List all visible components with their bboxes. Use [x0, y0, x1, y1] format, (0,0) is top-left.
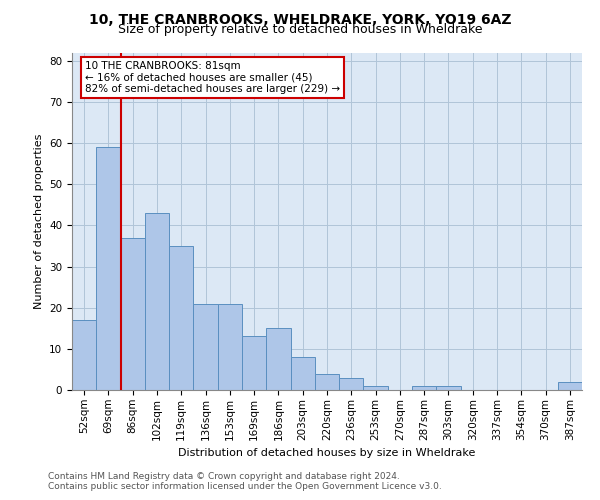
Y-axis label: Number of detached properties: Number of detached properties: [34, 134, 44, 309]
Text: 10, THE CRANBROOKS, WHELDRAKE, YORK, YO19 6AZ: 10, THE CRANBROOKS, WHELDRAKE, YORK, YO1…: [89, 12, 511, 26]
Text: Contains HM Land Registry data © Crown copyright and database right 2024.
Contai: Contains HM Land Registry data © Crown c…: [48, 472, 442, 491]
Bar: [364, 386, 388, 390]
Bar: [339, 378, 364, 390]
Bar: [315, 374, 339, 390]
Bar: [242, 336, 266, 390]
X-axis label: Distribution of detached houses by size in Wheldrake: Distribution of detached houses by size …: [178, 448, 476, 458]
Bar: [266, 328, 290, 390]
Bar: [558, 382, 582, 390]
Text: 10 THE CRANBROOKS: 81sqm
← 16% of detached houses are smaller (45)
82% of semi-d: 10 THE CRANBROOKS: 81sqm ← 16% of detach…: [85, 61, 340, 94]
Bar: [145, 213, 169, 390]
Bar: [412, 386, 436, 390]
Bar: [121, 238, 145, 390]
Bar: [193, 304, 218, 390]
Bar: [290, 357, 315, 390]
Bar: [218, 304, 242, 390]
Bar: [96, 147, 121, 390]
Text: Size of property relative to detached houses in Wheldrake: Size of property relative to detached ho…: [118, 24, 482, 36]
Bar: [436, 386, 461, 390]
Bar: [72, 320, 96, 390]
Bar: [169, 246, 193, 390]
